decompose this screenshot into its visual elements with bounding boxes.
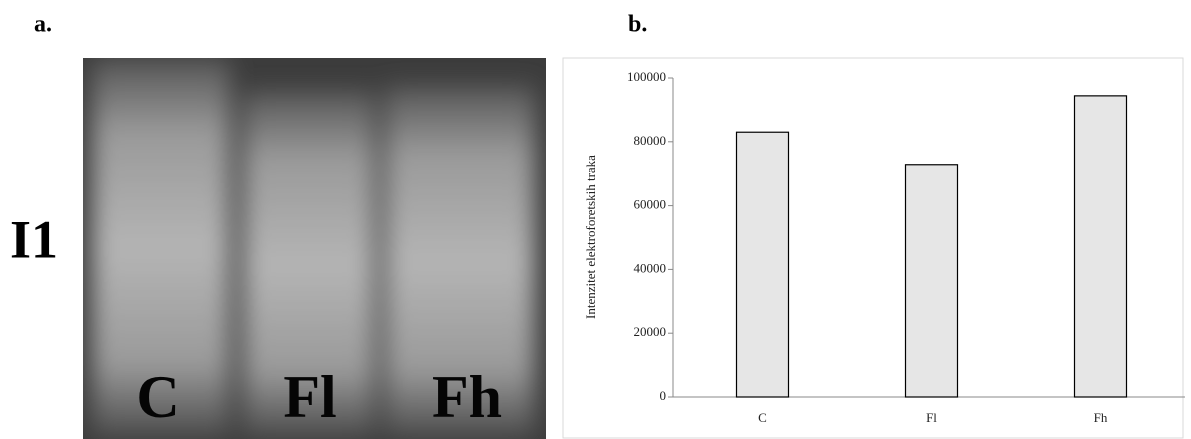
y-tick-label: 0 [660,388,667,403]
lane-label: Fl [283,364,336,430]
bar [904,164,959,398]
bar [735,131,790,398]
panel-label: a. [34,12,52,38]
y-tick-label: 60000 [634,197,667,212]
x-tick-label: Fh [1094,410,1108,425]
x-tick-label: C [758,410,767,425]
y-tick-label: 20000 [634,324,667,339]
y-tick-label: 80000 [634,133,667,148]
chart-frame [562,57,1184,439]
lane-label: C [136,364,179,430]
panel-label: b. [628,12,647,38]
gel-image [83,58,546,439]
y-tick-label: 100000 [627,69,666,84]
row-label: I1 [10,209,58,269]
bar [1073,95,1128,398]
lane-label: Fh [432,364,502,430]
x-tick-label: Fl [926,410,937,425]
y-tick-label: 40000 [634,260,667,275]
y-axis-title: Intenzitet elektroforetskih traka [583,155,598,319]
